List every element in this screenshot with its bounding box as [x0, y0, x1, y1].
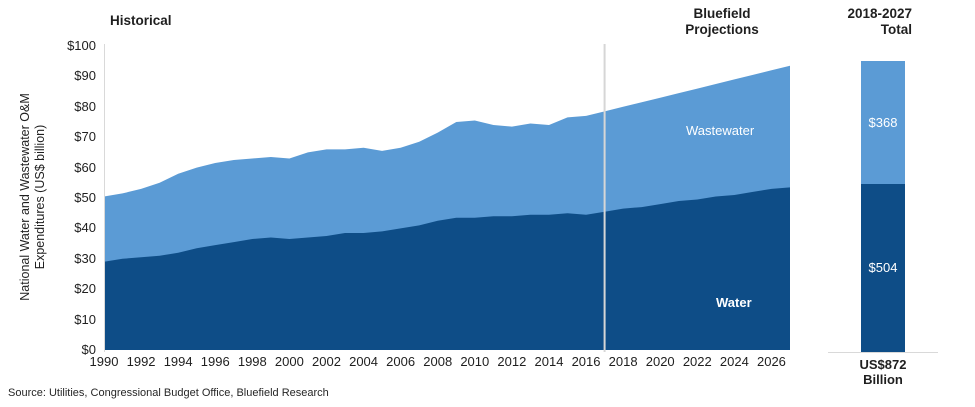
x-tick-2018: 2018: [608, 354, 638, 369]
projections-header-line2: Projections: [685, 22, 759, 37]
total-bar-segment-water: $504: [861, 183, 905, 352]
y-tick-80: $80: [74, 98, 96, 114]
y-tick-30: $30: [74, 250, 96, 266]
x-tick-2024: 2024: [719, 354, 749, 369]
x-tick-2022: 2022: [682, 354, 712, 369]
x-tick-2020: 2020: [645, 354, 675, 369]
x-tick-2016: 2016: [571, 354, 601, 369]
y-tick-50: $50: [74, 190, 96, 205]
x-tick-1998: 1998: [237, 354, 267, 369]
projections-header: Bluefield Projections: [652, 6, 792, 38]
x-tick-2008: 2008: [423, 354, 453, 369]
x-tick-2010: 2010: [460, 354, 490, 369]
x-tick-2026: 2026: [756, 354, 786, 369]
y-tick-90: $90: [74, 68, 96, 84]
x-tick-2014: 2014: [534, 354, 564, 369]
total-amount-label: US$872 Billion: [823, 357, 943, 387]
y-tick-100: $100: [67, 38, 96, 53]
y-tick-20: $20: [74, 281, 96, 297]
total-bar: $368 $504: [861, 61, 905, 352]
y-tick-0: $0: [81, 342, 96, 357]
total-period-header-line2: Total: [880, 22, 912, 37]
x-tick-2002: 2002: [312, 354, 341, 369]
y-tick-40: $40: [74, 220, 96, 236]
x-tick-1996: 1996: [200, 354, 230, 369]
source-note: Source: Utilities, Congressional Budget …: [8, 387, 329, 399]
wastewater-area-label: Wastewater: [686, 123, 755, 138]
total-bar-baseline: [828, 352, 938, 353]
x-tick-1994: 1994: [163, 354, 193, 369]
bar-value-label-water: $504: [868, 260, 898, 276]
total-period-header: 2018-2027 Total: [812, 6, 912, 38]
total-bar-segment-wastewater: $368: [861, 61, 905, 184]
x-tick-2006: 2006: [386, 354, 416, 369]
x-tick-2012: 2012: [497, 354, 527, 369]
projections-header-line1: Bluefield: [693, 6, 751, 21]
x-tick-2000: 2000: [274, 354, 304, 369]
y-tick-60: $60: [74, 159, 96, 175]
x-tick-1992: 1992: [126, 354, 156, 369]
y-tick-70: $70: [74, 129, 96, 145]
total-period-header-line1: 2018-2027: [847, 6, 912, 21]
y-tick-10: $10: [74, 311, 96, 327]
total-amount-line1: US$872: [859, 357, 907, 372]
water-area-label: Water: [716, 295, 752, 310]
total-amount-line2: Billion: [863, 372, 903, 387]
x-tick-1990: 1990: [89, 354, 119, 369]
bar-value-label-wastewater: $368: [868, 114, 898, 130]
x-tick-2004: 2004: [349, 354, 379, 369]
water-area: [104, 187, 790, 350]
historical-header: Historical: [110, 13, 172, 28]
